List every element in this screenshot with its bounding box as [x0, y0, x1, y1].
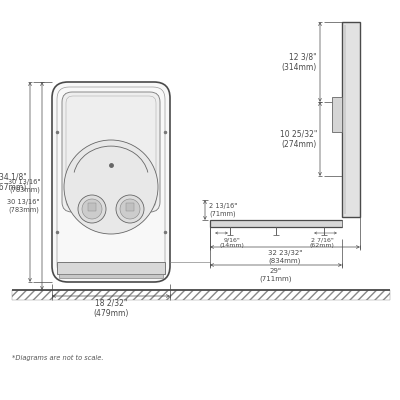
Text: 2 7/16"
(62mm): 2 7/16" (62mm) — [310, 237, 334, 248]
Text: 30 13/16"
(783mm): 30 13/16" (783mm) — [8, 179, 40, 193]
Text: 10 25/32"
(274mm): 10 25/32" (274mm) — [280, 129, 317, 149]
Text: 18 2/32"
(479mm): 18 2/32" (479mm) — [93, 299, 129, 318]
Text: 30 13/16"
(783mm): 30 13/16" (783mm) — [7, 199, 39, 213]
Text: 34 1/8"
(867mm): 34 1/8" (867mm) — [0, 172, 27, 192]
Text: 32 23/32"
(834mm): 32 23/32" (834mm) — [268, 250, 302, 264]
Circle shape — [64, 140, 158, 234]
FancyBboxPatch shape — [62, 92, 160, 212]
Bar — [57, 262, 165, 274]
Circle shape — [116, 195, 144, 223]
Text: 9/16"
(14mm): 9/16" (14mm) — [220, 237, 244, 248]
Text: 12 3/8"
(314mm): 12 3/8" (314mm) — [282, 52, 317, 72]
FancyBboxPatch shape — [52, 82, 170, 282]
Bar — [342, 22, 360, 217]
Bar — [210, 220, 342, 227]
Bar — [126, 203, 134, 211]
Bar — [88, 203, 96, 211]
Circle shape — [82, 199, 102, 219]
Text: 29"
(711mm): 29" (711mm) — [260, 268, 292, 282]
Bar — [12, 290, 390, 300]
Text: *Diagrams are not to scale.: *Diagrams are not to scale. — [12, 355, 104, 361]
Bar — [59, 274, 163, 278]
Circle shape — [120, 199, 140, 219]
Circle shape — [78, 195, 106, 223]
Text: 2 13/16"
(71mm): 2 13/16" (71mm) — [209, 203, 237, 217]
Bar — [332, 97, 342, 132]
